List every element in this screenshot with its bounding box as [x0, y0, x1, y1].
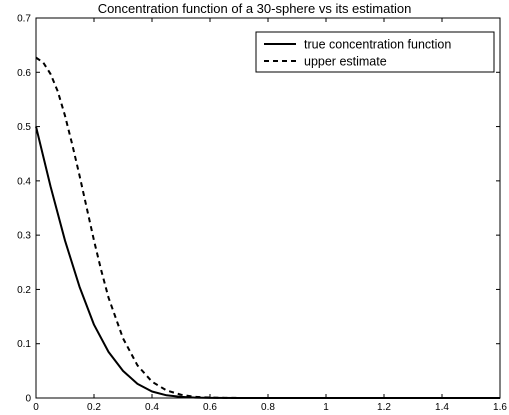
y-tick-label: 0.6: [17, 68, 31, 79]
y-tick-label: 0.1: [17, 339, 31, 350]
chart-title: Concentration function of a 30-sphere vs…: [97, 1, 412, 16]
x-tick-label: 1.4: [435, 402, 449, 413]
x-tick-label: 1.2: [377, 402, 391, 413]
y-tick-label: 0.3: [17, 231, 31, 242]
x-tick-label: 1: [323, 402, 329, 413]
series-upper-estimate-line: [35, 56, 500, 399]
plot-frame: [35, 17, 501, 399]
x-tick-label: 1.6: [493, 402, 507, 413]
legend-label: true concentration function: [304, 38, 451, 52]
legend-box: [255, 31, 495, 73]
x-tick-label: 0.4: [145, 402, 159, 413]
series-true-concentration-line: [35, 126, 500, 399]
x-tick-label: 0.8: [261, 402, 275, 413]
y-tick-label: 0.5: [17, 122, 31, 133]
y-tick-label: 0.7: [17, 14, 31, 25]
x-tick-label: 0.6: [203, 402, 217, 413]
x-tick-label: 0: [33, 402, 39, 413]
legend-label: upper estimate: [304, 55, 387, 69]
y-tick-label: 0.4: [17, 176, 31, 187]
y-tick-label: 0: [25, 394, 31, 405]
x-tick-label: 0.2: [87, 402, 101, 413]
y-tick-label: 0.2: [17, 285, 31, 296]
